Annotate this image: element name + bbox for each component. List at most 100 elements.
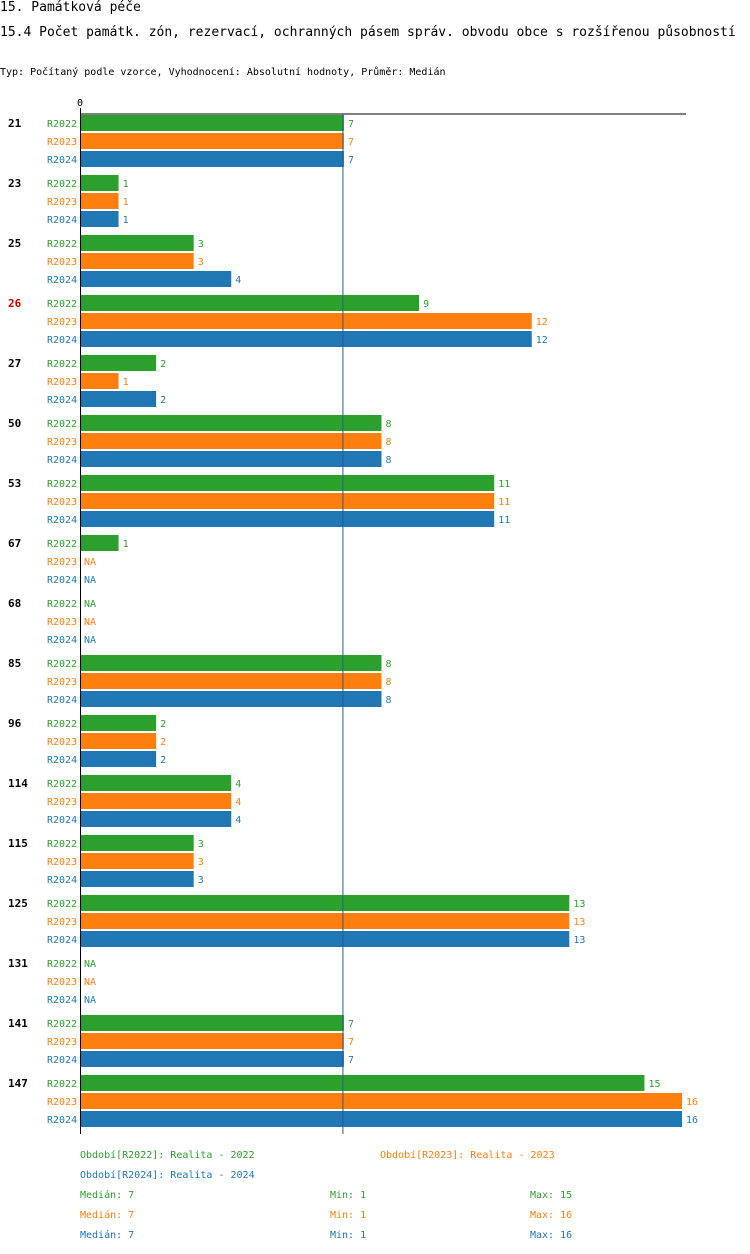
- series-label-67-r2023: R2023: [47, 557, 77, 568]
- series-label-68-r2023: R2023: [47, 617, 77, 628]
- bar-125-r2022: [81, 895, 570, 911]
- bar-value-85-r2022: 8: [386, 659, 392, 670]
- category-label-114: 114: [8, 777, 28, 790]
- bar-96-r2023: [81, 733, 157, 749]
- series-label-53-r2022: R2022: [47, 479, 77, 490]
- bar-27-r2024: [81, 391, 157, 407]
- bar-26-r2023: [81, 313, 532, 329]
- series-label-125-r2022: R2022: [47, 899, 77, 910]
- bar-value-147-r2023: 16: [686, 1097, 698, 1108]
- series-label-131-r2022: R2022: [47, 959, 77, 970]
- bar-25-r2024: [81, 271, 232, 287]
- bar-50-r2022: [81, 415, 382, 431]
- bar-141-r2022: [81, 1015, 344, 1031]
- category-label-67: 67: [8, 537, 21, 550]
- series-label-26-r2023: R2023: [47, 317, 77, 328]
- chart-subtitle: 15.4 Počet památk. zón, rezervací, ochra…: [0, 25, 736, 40]
- series-label-131-r2023: R2023: [47, 977, 77, 988]
- bar-23-r2023: [81, 193, 119, 209]
- series-label-125-r2024: R2024: [47, 935, 77, 946]
- series-label-21-r2023: R2023: [47, 137, 77, 148]
- bar-value-25-r2024: 4: [235, 275, 241, 286]
- series-label-25-r2022: R2022: [47, 239, 77, 250]
- series-label-147-r2022: R2022: [47, 1079, 77, 1090]
- series-label-96-r2022: R2022: [47, 719, 77, 730]
- series-label-141-r2023: R2023: [47, 1037, 77, 1048]
- bar-value-25-r2023: 3: [198, 257, 204, 268]
- bar-value-125-r2022: 13: [573, 899, 585, 910]
- bar-25-r2023: [81, 253, 194, 269]
- bar-125-r2023: [81, 913, 570, 929]
- bar-147-r2022: [81, 1075, 645, 1091]
- bar-67-r2022: [81, 535, 119, 551]
- bar-value-141-r2023: 7: [348, 1037, 354, 1048]
- bar-114-r2022: [81, 775, 232, 791]
- bar-value-96-r2022: 2: [160, 719, 166, 730]
- series-label-68-r2024: R2024: [47, 635, 77, 646]
- category-label-50: 50: [8, 417, 21, 430]
- series-label-26-r2024: R2024: [47, 335, 77, 346]
- series-label-50-r2022: R2022: [47, 419, 77, 430]
- bar-value-21-r2024: 7: [348, 155, 354, 166]
- series-label-85-r2024: R2024: [47, 695, 77, 706]
- bar-25-r2022: [81, 235, 194, 251]
- bar-21-r2023: [81, 133, 344, 149]
- series-label-21-r2022: R2022: [47, 119, 77, 130]
- bar-27-r2023: [81, 373, 119, 389]
- series-label-96-r2024: R2024: [47, 755, 77, 766]
- series-label-23-r2024: R2024: [47, 215, 77, 226]
- bar-value-147-r2022: 15: [648, 1079, 660, 1090]
- stat-median-r2024: Medián: 7: [80, 1230, 135, 1241]
- bar-value-68-r2022: NA: [84, 599, 96, 610]
- bar-value-85-r2023: 8: [386, 677, 392, 688]
- bar-value-26-r2022: 9: [423, 299, 429, 310]
- series-label-114-r2022: R2022: [47, 779, 77, 790]
- bar-114-r2023: [81, 793, 232, 809]
- stat-min-r2024: Min: 1: [330, 1230, 367, 1241]
- series-label-67-r2022: R2022: [47, 539, 77, 550]
- series-label-115-r2022: R2022: [47, 839, 77, 850]
- category-label-23: 23: [8, 177, 21, 190]
- category-label-125: 125: [8, 897, 28, 910]
- series-label-96-r2023: R2023: [47, 737, 77, 748]
- category-label-131: 131: [8, 957, 28, 970]
- series-label-115-r2024: R2024: [47, 875, 77, 886]
- series-label-27-r2022: R2022: [47, 359, 77, 370]
- category-label-96: 96: [8, 717, 22, 730]
- bar-value-27-r2023: 1: [123, 377, 129, 388]
- stat-median-r2023: Medián: 7: [80, 1210, 135, 1221]
- series-label-114-r2023: R2023: [47, 797, 77, 808]
- bar-value-115-r2024: 3: [198, 875, 204, 886]
- bar-value-50-r2024: 8: [386, 455, 392, 466]
- bar-value-114-r2023: 4: [235, 797, 241, 808]
- series-label-115-r2023: R2023: [47, 857, 77, 868]
- bar-value-125-r2024: 13: [573, 935, 585, 946]
- bar-85-r2022: [81, 655, 382, 671]
- bar-value-141-r2022: 7: [348, 1019, 354, 1030]
- bar-value-27-r2022: 2: [160, 359, 166, 370]
- category-label-85: 85: [8, 657, 21, 670]
- axis-zero-label: 0: [77, 98, 83, 109]
- series-label-27-r2024: R2024: [47, 395, 77, 406]
- stat-max-r2022: Max: 15: [530, 1190, 573, 1201]
- bar-53-r2024: [81, 511, 495, 527]
- bar-value-53-r2023: 11: [498, 497, 510, 508]
- bar-26-r2024: [81, 331, 532, 347]
- bar-23-r2022: [81, 175, 119, 191]
- series-label-53-r2024: R2024: [47, 515, 77, 526]
- bar-value-96-r2024: 2: [160, 755, 166, 766]
- legend-r2023: Období[R2023]: Realita - 2023: [380, 1150, 555, 1161]
- bar-value-53-r2022: 11: [498, 479, 510, 490]
- bar-value-131-r2022: NA: [84, 959, 96, 970]
- series-label-50-r2023: R2023: [47, 437, 77, 448]
- stat-max-r2024: Max: 16: [530, 1230, 573, 1241]
- bar-21-r2024: [81, 151, 344, 167]
- series-label-85-r2022: R2022: [47, 659, 77, 670]
- bar-value-21-r2022: 7: [348, 119, 354, 130]
- series-label-85-r2023: R2023: [47, 677, 77, 688]
- bar-value-147-r2024: 16: [686, 1115, 698, 1126]
- bar-141-r2024: [81, 1051, 344, 1067]
- category-label-27: 27: [8, 357, 21, 370]
- stat-min-r2023: Min: 1: [330, 1210, 367, 1221]
